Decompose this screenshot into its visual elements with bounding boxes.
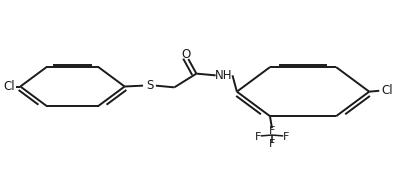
Text: NH: NH — [215, 69, 232, 82]
Text: Cl: Cl — [4, 80, 15, 93]
Text: F: F — [269, 139, 275, 149]
Text: S: S — [146, 79, 153, 92]
Text: F: F — [255, 132, 261, 142]
Text: F: F — [269, 126, 275, 136]
Text: O: O — [182, 48, 191, 61]
Text: F: F — [283, 132, 289, 142]
Text: Cl: Cl — [381, 84, 393, 97]
